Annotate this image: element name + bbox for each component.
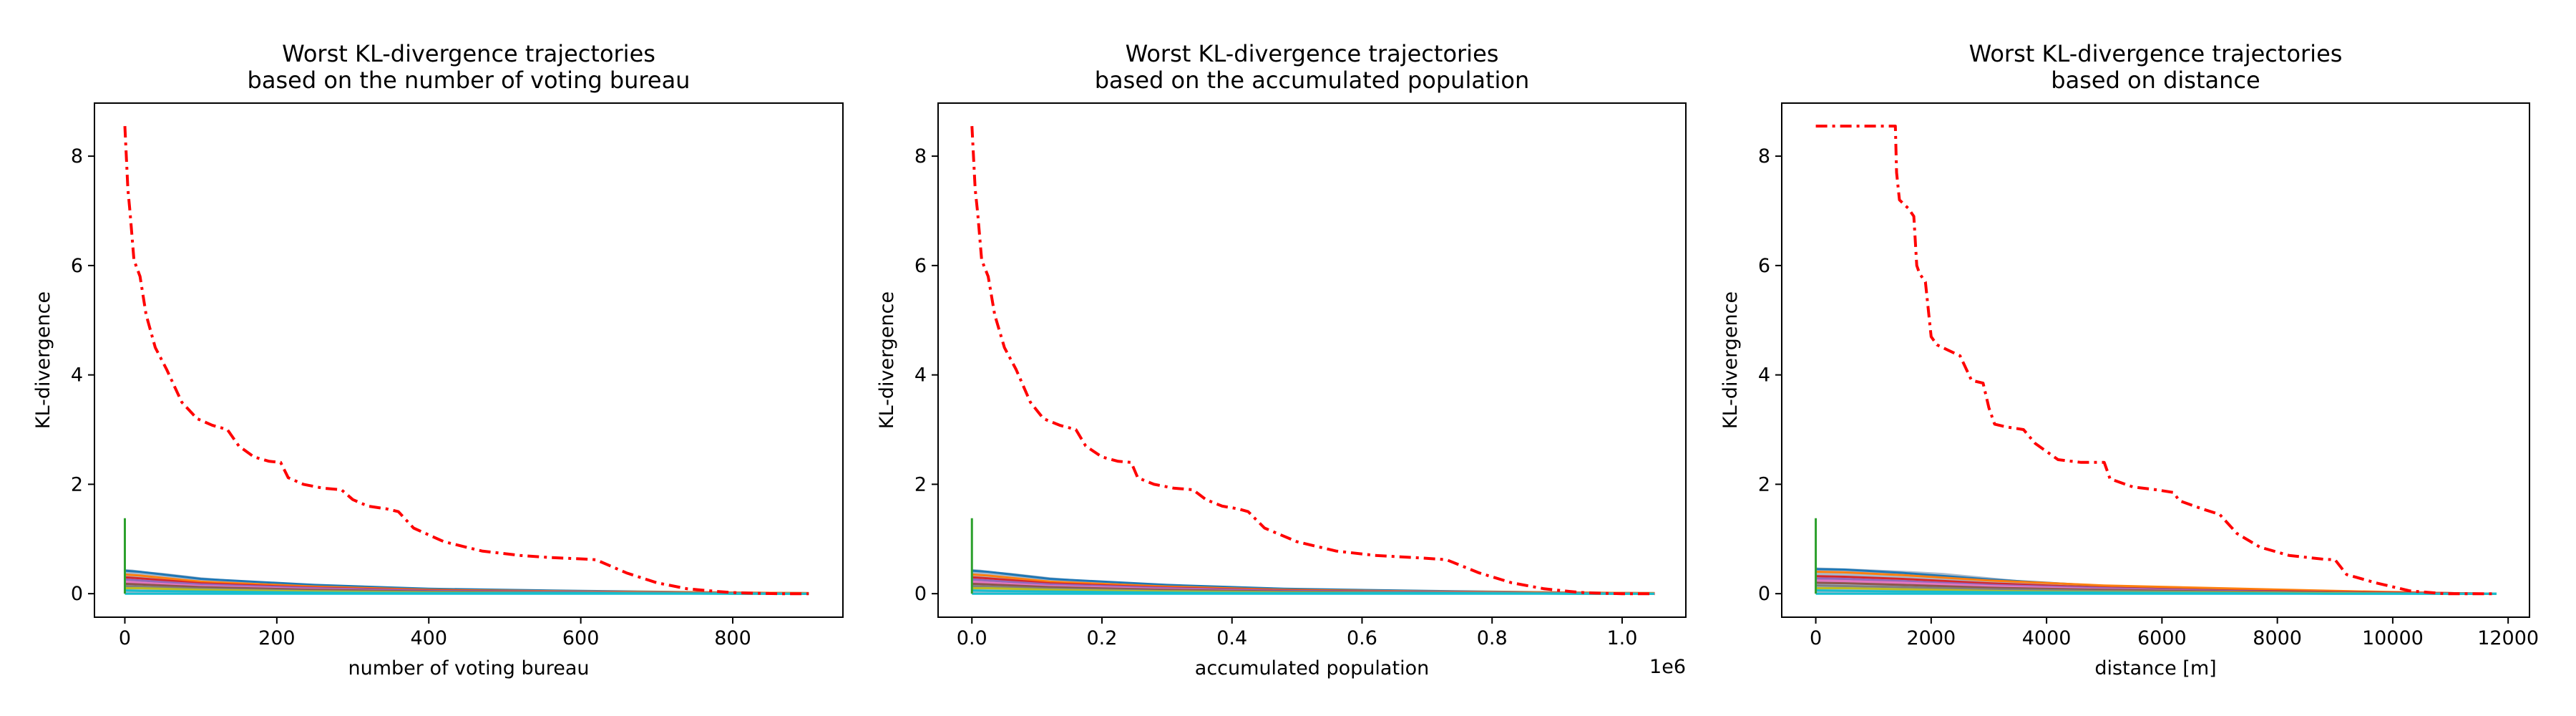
y-tick-label: 4 (1758, 364, 1770, 387)
x-tick-label: 0.4 (1216, 627, 1247, 649)
x-tick-label: 1.0 (1606, 627, 1637, 649)
x-axis-label: distance [m] (2094, 657, 2216, 679)
plot-area (1815, 125, 2497, 596)
y-tick-label: 0 (914, 583, 927, 605)
y-axis-label: KL-divergence (32, 291, 54, 429)
x-tick-label: 12000 (2477, 627, 2539, 649)
x-tick-label: 800 (714, 627, 751, 649)
x-tick-label: 0.2 (1087, 627, 1118, 649)
y-axis-label: KL-divergence (1719, 291, 1742, 429)
axis-ticks: 0.0 0.2 0.4 0.6 0.8 1.0 0 2 4 6 8 (914, 145, 1638, 649)
axes-frame (94, 102, 844, 618)
x-axis-label: number of voting bureau (348, 657, 589, 679)
y-tick-label: 0 (71, 583, 83, 605)
chart-panel-distance-by-bureau: Worst KL-divergence trajectories based o… (32, 40, 844, 679)
y-tick-label: 8 (71, 145, 83, 168)
x-tick-label: 0.0 (957, 627, 987, 649)
axes-frame (1781, 102, 2530, 618)
x-tick-label: 6000 (2137, 627, 2187, 649)
x-tick-label: 0.8 (1477, 627, 1508, 649)
plot-area (970, 125, 1655, 596)
chart-panel-distance: Worst KL-divergence trajectories based o… (1719, 40, 2539, 679)
y-tick-label: 2 (914, 473, 927, 495)
chart-subtitle: based on the number of voting bureau (248, 67, 691, 94)
x-axis-label: accumulated population (1195, 657, 1429, 679)
x-tick-label: 0.6 (1347, 627, 1377, 649)
plot-area (123, 126, 809, 596)
chart-panel-accumulated-population: Worst KL-divergence trajectories based o… (876, 40, 1687, 679)
y-tick-label: 4 (914, 364, 927, 387)
x-tick-label: 400 (410, 627, 447, 649)
chart-subtitle: based on distance (2051, 67, 2260, 94)
y-tick-label: 6 (914, 255, 927, 277)
chart-title: Worst KL-divergence trajectories (1126, 40, 1499, 67)
chart-title: Worst KL-divergence trajectories (1969, 40, 2343, 67)
y-tick-label: 6 (1758, 255, 1770, 277)
axes-frame (937, 102, 1687, 618)
x-tick-label: 10000 (2362, 627, 2424, 649)
worst-trajectory-line (970, 125, 1655, 596)
x-tick-label: 4000 (2022, 627, 2072, 649)
y-tick-label: 8 (914, 145, 927, 168)
x-tick-label: 0 (119, 627, 131, 649)
y-tick-label: 2 (71, 473, 83, 495)
x-tick-label: 0 (1810, 627, 1822, 649)
chart-title: Worst KL-divergence trajectories (282, 40, 655, 67)
axis-ticks: 0 2000 4000 6000 8000 10000 12000 0 2 4 6 8 (1758, 145, 2539, 649)
chart-subtitle: based on the accumulated population (1095, 67, 1530, 94)
y-tick-label: 6 (71, 255, 83, 277)
y-tick-label: 0 (1758, 583, 1770, 605)
x-tick-label: 8000 (2253, 627, 2302, 649)
worst-trajectory-line (123, 126, 809, 596)
x-tick-label: 200 (258, 627, 296, 649)
x-tick-label: 600 (562, 627, 600, 649)
x-axis-offset-label: 1e6 (1649, 656, 1686, 678)
axis-ticks: 0 200 400 600 800 0 2 4 6 8 (71, 145, 751, 649)
y-tick-label: 8 (1758, 145, 1770, 168)
x-tick-label: 2000 (1906, 627, 1956, 649)
worst-trajectory-line (1815, 125, 2497, 596)
y-tick-label: 2 (1758, 473, 1770, 495)
y-tick-label: 4 (71, 364, 83, 387)
y-axis-label: KL-divergence (876, 291, 898, 429)
